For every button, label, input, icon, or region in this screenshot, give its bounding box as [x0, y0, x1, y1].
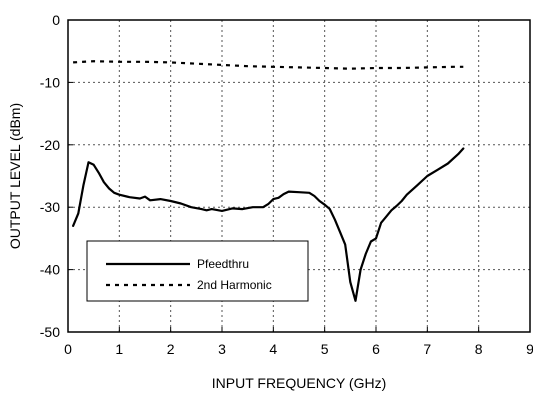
y-tick-labels: 0 -10 -20 -30 -40 -50	[40, 12, 60, 340]
x-tick-label: 4	[269, 341, 277, 357]
legend-box	[86, 240, 309, 302]
plot-area-frame	[67, 19, 531, 333]
x-tick-labels: 0 1 2 3 4 5 6 7 8 9	[64, 341, 533, 357]
x-tick-label: 1	[115, 341, 123, 357]
x-tick-label: 2	[167, 341, 175, 357]
x-tick-label: 3	[218, 341, 226, 357]
legend-label-2nd-harmonic: 2nd Harmonic	[197, 278, 272, 292]
y-tick-label: -50	[40, 324, 60, 340]
legend: Pfeedthru 2nd Harmonic	[86, 240, 309, 302]
x-tick-label: 7	[423, 341, 431, 357]
y-axis-title: OUTPUT LEVEL (dBm)	[7, 103, 23, 249]
legend-label-pfeedthru: Pfeedthru	[197, 257, 249, 271]
x-tick-label: 8	[475, 341, 483, 357]
series-line-pfeedthru	[72, 147, 465, 302]
y-tick-label: 0	[52, 12, 60, 28]
x-tick-label: 6	[372, 341, 380, 357]
y-tick-label: -40	[40, 262, 60, 278]
series-layer	[72, 60, 465, 302]
x-axis-title: INPUT FREQUENCY (GHz)	[212, 375, 387, 391]
y-tick-label: -30	[40, 199, 60, 215]
y-tick-label: -10	[40, 74, 60, 90]
series-line-2nd-harmonic	[73, 60, 464, 70]
tick-marks	[67, 19, 531, 333]
x-tick-label: 9	[526, 341, 533, 357]
y-tick-label: -20	[40, 137, 60, 153]
x-tick-label: 5	[321, 341, 329, 357]
x-tick-label: 0	[64, 341, 72, 357]
